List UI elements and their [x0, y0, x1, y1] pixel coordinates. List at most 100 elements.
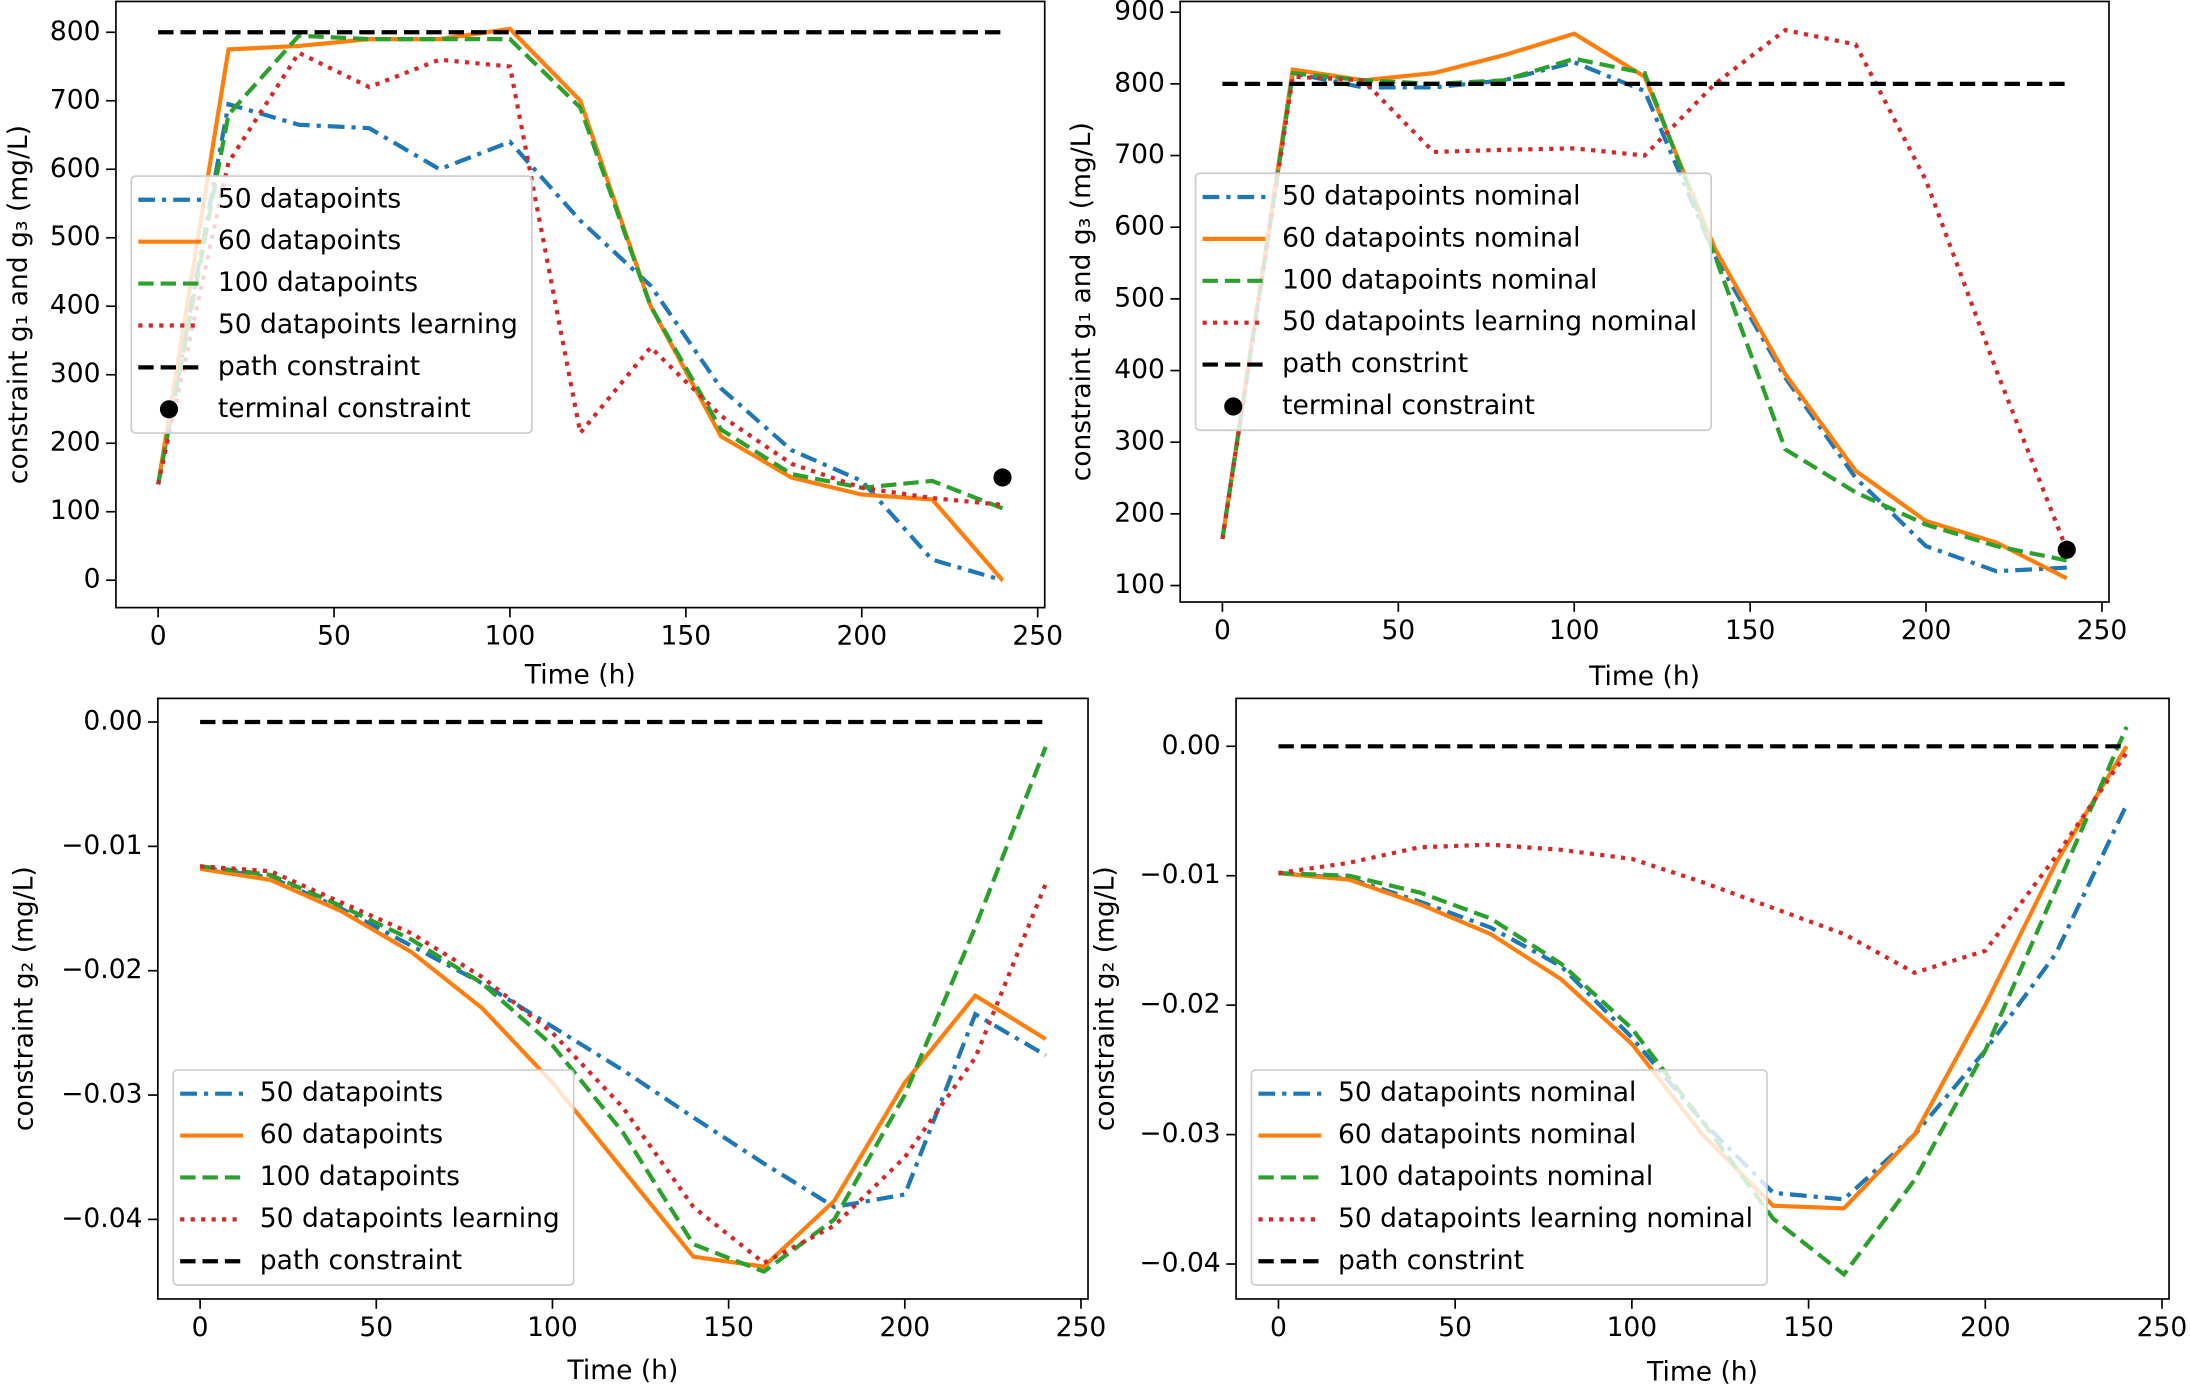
- y-axis-label: constraint g₂ (mg/L): [1090, 866, 1121, 1131]
- legend-label: 50 datapoints learning nominal: [1338, 1203, 1753, 1234]
- series-line: [199, 864, 1048, 1266]
- legend-label: 50 datapoints: [260, 1077, 443, 1108]
- x-tick-label: 100: [527, 1312, 578, 1343]
- x-tick-label: 50: [317, 620, 351, 651]
- axes-frame: [115, 0, 1046, 609]
- series-line: [199, 866, 1047, 1269]
- y-tick-label: 500: [50, 221, 101, 252]
- x-tick-label: 50: [1438, 1312, 1472, 1343]
- legend-label: 100 datapoints nominal: [1338, 1161, 1653, 1192]
- legend-label: 50 datapoints nominal: [1338, 1077, 1636, 1108]
- y-axis-label: constraint g₁ and g₃ (mg/L): [3, 125, 34, 484]
- subplot: 0 50 100 150 200 250 100 200 300 400 500 600 700 800 9…: [1066, 0, 2127, 692]
- legend-label: path constrint: [1282, 348, 1468, 379]
- axes-frame: [1235, 697, 2170, 1300]
- series-line: [156, 101, 1004, 583]
- legend-label: path constraint: [218, 351, 420, 382]
- y-tick-label: 600: [50, 153, 101, 184]
- legend-label: path constraint: [260, 1245, 462, 1276]
- x-axis-label: Time (h): [1646, 1356, 1758, 1387]
- y-tick-label: 200: [50, 427, 101, 458]
- y-tick-label: 0: [84, 564, 101, 595]
- legend-label: 50 datapoints learning nominal: [1282, 306, 1697, 337]
- legend-label: 100 datapoints: [260, 1161, 460, 1192]
- x-tick-label: 100: [485, 620, 536, 651]
- legend: 50 datapoints 60 datapoints 100 datapoints…: [130, 175, 533, 434]
- y-tick-label: 900: [1114, 0, 1165, 27]
- x-axis-label: Time (h): [567, 1355, 679, 1386]
- x-tick-label: 100: [1607, 1312, 1658, 1343]
- axes-frame: [156, 697, 1089, 1300]
- subplot: 0 50 100 150 200 250 0 100 200 300 400 500 600 700 800…: [3, 0, 1063, 691]
- y-tick-label: 200: [1114, 497, 1165, 528]
- y-tick-label: −0.01: [1139, 859, 1220, 890]
- y-axis-label: constraint g₁ and g₃ (mg/L): [1066, 122, 1097, 481]
- series-line: [1220, 60, 2067, 574]
- x-tick-label: 50: [359, 1312, 393, 1343]
- series-line: [1278, 751, 2129, 976]
- axes-frame: [1179, 0, 2110, 603]
- legend-label: 60 datapoints nominal: [1282, 222, 1580, 253]
- series-line: [199, 865, 1047, 1210]
- x-tick-label: 150: [703, 1312, 754, 1343]
- x-tick-label: 0: [1270, 1312, 1287, 1343]
- y-tick-label: −0.04: [61, 1203, 142, 1234]
- terminal-marker: [2057, 540, 2076, 559]
- legend-label: terminal constraint: [1282, 390, 1535, 421]
- legend-box: [172, 1069, 575, 1286]
- x-tick-label: 0: [150, 620, 167, 651]
- x-axis-label: Time (h): [1588, 661, 1700, 692]
- y-tick-label: 300: [1114, 426, 1165, 457]
- y-tick-label: 0.00: [1162, 730, 1221, 761]
- y-tick-label: −0.04: [1139, 1248, 1220, 1279]
- legend-box: [1194, 172, 1712, 432]
- legend-marker: [159, 400, 179, 419]
- x-tick-label: 0: [192, 1312, 209, 1343]
- x-tick-label: 200: [879, 1312, 930, 1343]
- y-tick-label: 0.00: [83, 706, 142, 737]
- legend-label: 100 datapoints nominal: [1282, 264, 1597, 295]
- subplot: 0 50 100 150 200 250 0.00 −0.01 −0.02 −0.03 −0.04 T…: [9, 697, 1107, 1386]
- y-tick-label: −0.01: [61, 830, 142, 861]
- y-tick-label: 400: [50, 290, 101, 321]
- legend: 50 datapoints nominal 60 datapoints nomin…: [1250, 1069, 1768, 1286]
- x-tick-label: 50: [1381, 615, 1415, 646]
- y-tick-label: 600: [1114, 211, 1165, 242]
- x-tick-label: 150: [1783, 1312, 1834, 1343]
- terminal-marker: [993, 468, 1012, 487]
- y-tick-label: 400: [1114, 354, 1165, 385]
- x-tick-label: 0: [1214, 615, 1231, 646]
- series-line: [156, 50, 1003, 507]
- x-tick-label: 200: [836, 620, 887, 651]
- y-tick-label: 500: [1114, 282, 1165, 313]
- y-tick-label: −0.02: [1139, 989, 1220, 1020]
- y-tick-label: 700: [50, 84, 101, 115]
- legend-box: [1250, 1069, 1768, 1286]
- x-tick-label: 250: [1012, 620, 1063, 651]
- y-tick-label: 800: [50, 16, 101, 47]
- x-tick-label: 250: [1056, 1312, 1107, 1343]
- legend-label: 100 datapoints: [218, 267, 418, 298]
- series-line: [156, 26, 1005, 582]
- subplot: 0 50 100 150 200 250 0.00 −0.01 −0.02 −0.03 −0.04 T…: [1090, 697, 2188, 1387]
- series-line: [199, 746, 1048, 1274]
- legend-label: 50 datapoints learning: [260, 1203, 560, 1234]
- y-tick-label: −0.02: [61, 954, 142, 985]
- legend-label: terminal constraint: [218, 393, 471, 424]
- x-tick-label: 200: [1901, 615, 1952, 646]
- x-tick-label: 250: [2137, 1312, 2188, 1343]
- y-tick-label: 300: [50, 358, 101, 389]
- y-tick-label: 100: [1114, 569, 1165, 600]
- y-tick-label: −0.03: [1139, 1118, 1220, 1149]
- x-tick-label: 200: [1960, 1312, 2011, 1343]
- y-tick-label: 800: [1114, 67, 1165, 98]
- legend: 50 datapoints 60 datapoints 100 datapoints…: [172, 1069, 575, 1286]
- y-axis-label: constraint g₂ (mg/L): [9, 866, 40, 1131]
- legend-label: 50 datapoints learning: [218, 309, 518, 340]
- x-axis-label: Time (h): [524, 660, 636, 691]
- legend-box: [130, 175, 533, 434]
- legend-label: 60 datapoints: [260, 1119, 443, 1150]
- y-tick-label: −0.03: [61, 1079, 142, 1110]
